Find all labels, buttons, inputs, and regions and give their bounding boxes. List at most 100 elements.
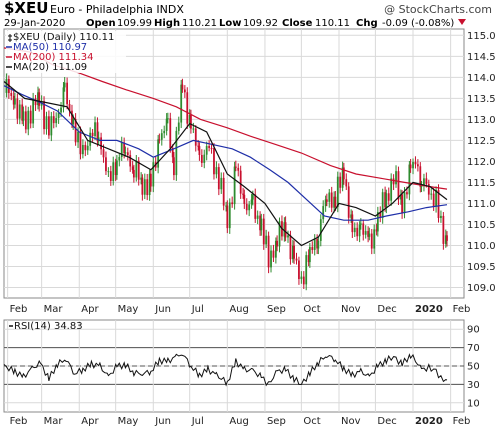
candle-body [278,221,281,247]
price-y-tick: 112.5 [467,136,496,147]
candle-body [289,235,292,260]
candle-body [307,255,310,263]
candle-body [295,258,298,261]
candle-body [105,157,107,172]
candle-body [143,179,146,195]
candle-body [251,194,254,200]
candle-body [118,156,121,161]
quote-date: 29-Jan-2020 [4,18,65,29]
candle-body [81,144,84,155]
candle-body [222,177,225,206]
candle-body [205,146,208,155]
chg-label: Chg [356,18,378,29]
candle-body [177,122,180,131]
ma200-line [3,47,448,190]
candle-body [79,131,82,155]
price-x-axis: Feb Mar Apr May Jun Jul Aug Sep Oct Nov Dec 2020 Feb [10,304,471,315]
candle-body [62,87,65,108]
x-tick-label: May [118,304,139,315]
low-label: Low [219,18,241,29]
rsi-y-tick: 50 [467,362,480,373]
candle-body [132,169,135,178]
candle-body [262,218,265,245]
candle-body [192,128,195,130]
candle-body [350,214,353,218]
candle-body [210,147,213,149]
ma50-line [3,85,448,221]
candle-body [166,118,169,120]
candle-body [198,146,201,155]
candle-body [259,215,261,231]
candle-body [420,185,423,187]
candle-body [276,240,278,247]
x-tick-label: 2020 [415,416,443,427]
candle-body [245,203,248,211]
candle-body [397,171,400,200]
candle-body [392,178,395,185]
candle-body [367,231,370,237]
candle-body [342,167,345,180]
candle-body [254,194,257,219]
candle-body [427,183,430,195]
candle-body [423,178,425,186]
candle-body [298,260,300,280]
candle-body [430,193,433,195]
candle-body [274,240,277,258]
candle-body [399,194,402,200]
candle-body [272,250,275,258]
candle-body [22,111,25,121]
candle-body [5,79,8,93]
candle-body [160,133,163,140]
candle-body [250,199,253,205]
candle-body [112,162,115,181]
candle-body [387,193,390,201]
candle-body [248,204,251,211]
candle-body [440,215,442,219]
candle-body [419,166,422,187]
candle-body [63,82,66,88]
candle-body [334,196,337,207]
candle-body [57,112,60,119]
candle-body [52,116,55,124]
candle-body [27,110,30,130]
candle-body [242,193,245,195]
candle-body [339,176,342,188]
candle-body [237,167,240,171]
candle-body [60,107,62,113]
candle-body [403,192,406,214]
x-tick-label: Oct [303,416,320,427]
rsi-y-axis: 90 70 50 30 10 [467,325,480,410]
x-tick-label: Jun [154,416,171,427]
candle-body [181,84,184,90]
candle-body [437,189,440,219]
candle-body [208,146,211,148]
candle-body [114,162,117,176]
candle-body [131,166,134,170]
candle-body [91,132,94,137]
rsi-y-tick: 30 [467,380,480,391]
candle-body [165,118,168,131]
rsi-y-tick: 10 [467,398,480,409]
candle-body [385,193,388,208]
candle-body [435,189,437,207]
candle-body [225,205,228,207]
candle-body [356,227,359,237]
candle-body [186,92,189,124]
candle-body [283,222,286,237]
candle-body [169,118,172,148]
candle-body [74,118,77,143]
rsi-x-axis: Feb Mar Apr May Jun Jul Aug Sep Oct Nov Dec 2020 Feb [10,416,471,427]
price-y-tick: 111.0 [467,199,496,210]
candle-body [120,142,123,157]
x-tick-label: Aug [229,416,249,427]
candle-body [260,218,263,231]
candle-body [395,171,397,185]
candle-body [129,155,132,167]
candle-body [45,116,48,130]
x-tick-label: 2020 [415,304,443,315]
candle-body [96,122,99,142]
candle-body [359,223,362,225]
candle-body [373,229,376,249]
legend-box [6,31,126,73]
